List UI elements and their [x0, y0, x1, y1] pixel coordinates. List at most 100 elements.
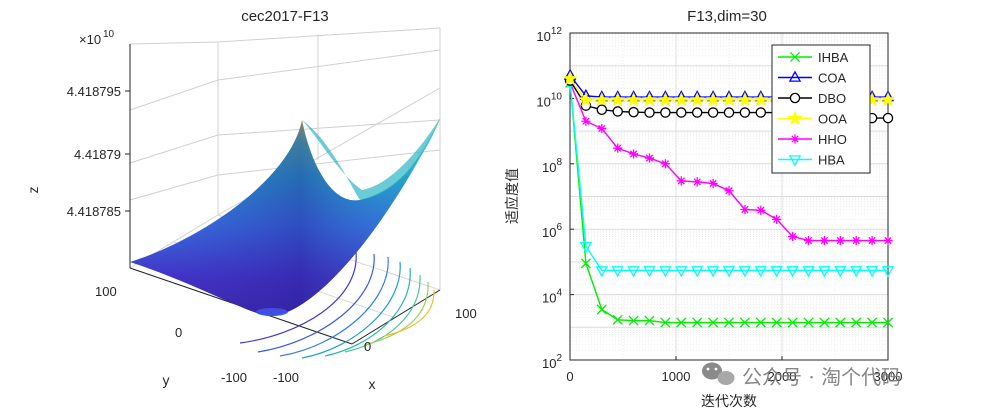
- data-point: [722, 266, 736, 278]
- y-tick-base: 10: [536, 29, 550, 44]
- legend-item-ooa: OOA: [778, 110, 847, 127]
- y-tick-power: 2: [556, 353, 562, 364]
- z-tick-label: 4.418785: [67, 204, 121, 219]
- watermark: 公众号 · 淘个代码: [702, 362, 901, 389]
- y-tick-power: 8: [556, 157, 562, 168]
- data-point: [883, 235, 893, 246]
- legend-marker: [788, 70, 802, 82]
- data-point: [595, 266, 609, 278]
- x-tick-label: -100: [273, 370, 299, 385]
- legend-marker: [787, 110, 803, 125]
- data-point: [597, 123, 607, 134]
- data-point: [660, 159, 670, 169]
- x-tick-label: 3000: [874, 369, 903, 384]
- series-line: [569, 82, 888, 272]
- y-axis-label: y: [163, 372, 170, 388]
- data-point: [770, 266, 783, 278]
- legend-item-coa: COA: [778, 71, 847, 86]
- data-point: [755, 107, 767, 118]
- data-point: [659, 266, 672, 278]
- series-hho: [565, 78, 893, 246]
- y-tick-power: 10: [551, 91, 563, 102]
- plot-area-border: [569, 32, 889, 361]
- y-tick-label: 1010: [536, 91, 562, 109]
- data-point: [657, 91, 673, 107]
- data-point: [721, 91, 737, 107]
- data-point: [756, 205, 766, 215]
- data-point: [882, 317, 894, 328]
- data-point: [753, 91, 769, 107]
- data-point: [787, 317, 798, 328]
- legend-item-ihba: IHBA: [778, 50, 849, 65]
- x-tick-labels: 100 0 -100: [273, 306, 477, 385]
- y-axis-label: 适应度值: [504, 168, 521, 224]
- data-point: [676, 176, 686, 186]
- data-point: [628, 315, 639, 326]
- data-point: [882, 112, 894, 124]
- y-tick-label: 0: [175, 325, 182, 340]
- z-exponent-base: ×10: [79, 32, 101, 47]
- legend-label: IHBA: [818, 50, 849, 65]
- series-hba: [563, 78, 895, 278]
- data-point: [581, 116, 591, 126]
- data-point: [612, 106, 623, 117]
- y-tick-labels: 100 0 -100: [95, 284, 247, 385]
- data-point: [626, 91, 642, 107]
- data-point: [676, 317, 687, 328]
- data-point: [594, 91, 610, 107]
- data-point: [660, 107, 671, 118]
- y-tick-base: 10: [542, 356, 556, 371]
- data-point: [708, 317, 719, 328]
- x-tick-label: 1000: [662, 369, 691, 384]
- data-point: [562, 70, 578, 86]
- data-point: [739, 317, 750, 328]
- right-chart-title: F13,dim=30: [687, 8, 767, 25]
- x-tick-label: 0: [364, 339, 371, 354]
- z-exponent-label: ×10 10: [79, 29, 115, 47]
- legend-item-hho: HHO: [778, 132, 847, 147]
- data-point: [629, 149, 639, 159]
- data-point: [867, 317, 878, 328]
- data-point: [723, 317, 735, 328]
- data-point: [881, 266, 895, 278]
- data-point: [723, 107, 735, 118]
- x-tick-label: 2000: [768, 369, 797, 384]
- data-point: [772, 214, 782, 224]
- data-point: [786, 266, 799, 278]
- legend-marker: [789, 92, 801, 104]
- y-tick-base: 10: [542, 291, 556, 306]
- z-axis-label: z: [25, 187, 41, 194]
- x-axis-label: x: [369, 376, 376, 392]
- y-tick-label: 104: [542, 288, 562, 306]
- x-tick-label: 100: [455, 306, 477, 321]
- data-point: [705, 91, 721, 107]
- x-axis-label: 迭代次数: [701, 394, 757, 410]
- data-point: [849, 266, 863, 278]
- data-point: [803, 317, 814, 328]
- data-point: [818, 266, 831, 278]
- data-point: [676, 107, 687, 118]
- data-point: [660, 317, 671, 328]
- data-point: [802, 266, 815, 278]
- data-point: [644, 315, 655, 326]
- x-tick-label: 0: [566, 369, 573, 384]
- surface-mesh: [130, 118, 440, 316]
- data-point: [755, 317, 766, 328]
- data-point: [707, 107, 719, 118]
- data-point: [771, 317, 782, 328]
- data-point: [692, 177, 702, 187]
- z-tick-labels: 4.418795 4.41879 4.418785: [67, 84, 121, 219]
- data-point: [835, 317, 846, 328]
- data-point: [612, 314, 623, 325]
- data-point: [627, 266, 640, 278]
- z-tick-label: 4.418795: [67, 84, 121, 99]
- legend-marker: [789, 51, 801, 63]
- data-point: [644, 153, 655, 163]
- data-point: [641, 91, 658, 107]
- data-point: [788, 231, 798, 242]
- legend-item-hba: HBA: [778, 153, 845, 168]
- data-point: [580, 258, 591, 269]
- data-point: [740, 204, 750, 215]
- series-ihba: [565, 77, 894, 328]
- data-point: [724, 186, 734, 196]
